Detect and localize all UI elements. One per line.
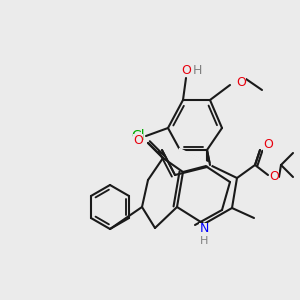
Text: O: O	[181, 64, 191, 76]
Text: N: N	[199, 223, 209, 236]
Text: O: O	[263, 139, 273, 152]
Text: H: H	[200, 236, 208, 246]
Text: H: H	[192, 64, 202, 76]
Text: O: O	[236, 76, 246, 88]
Text: O: O	[236, 76, 246, 88]
Text: O: O	[269, 170, 279, 184]
Text: O: O	[133, 134, 143, 146]
Text: Cl: Cl	[131, 129, 145, 143]
